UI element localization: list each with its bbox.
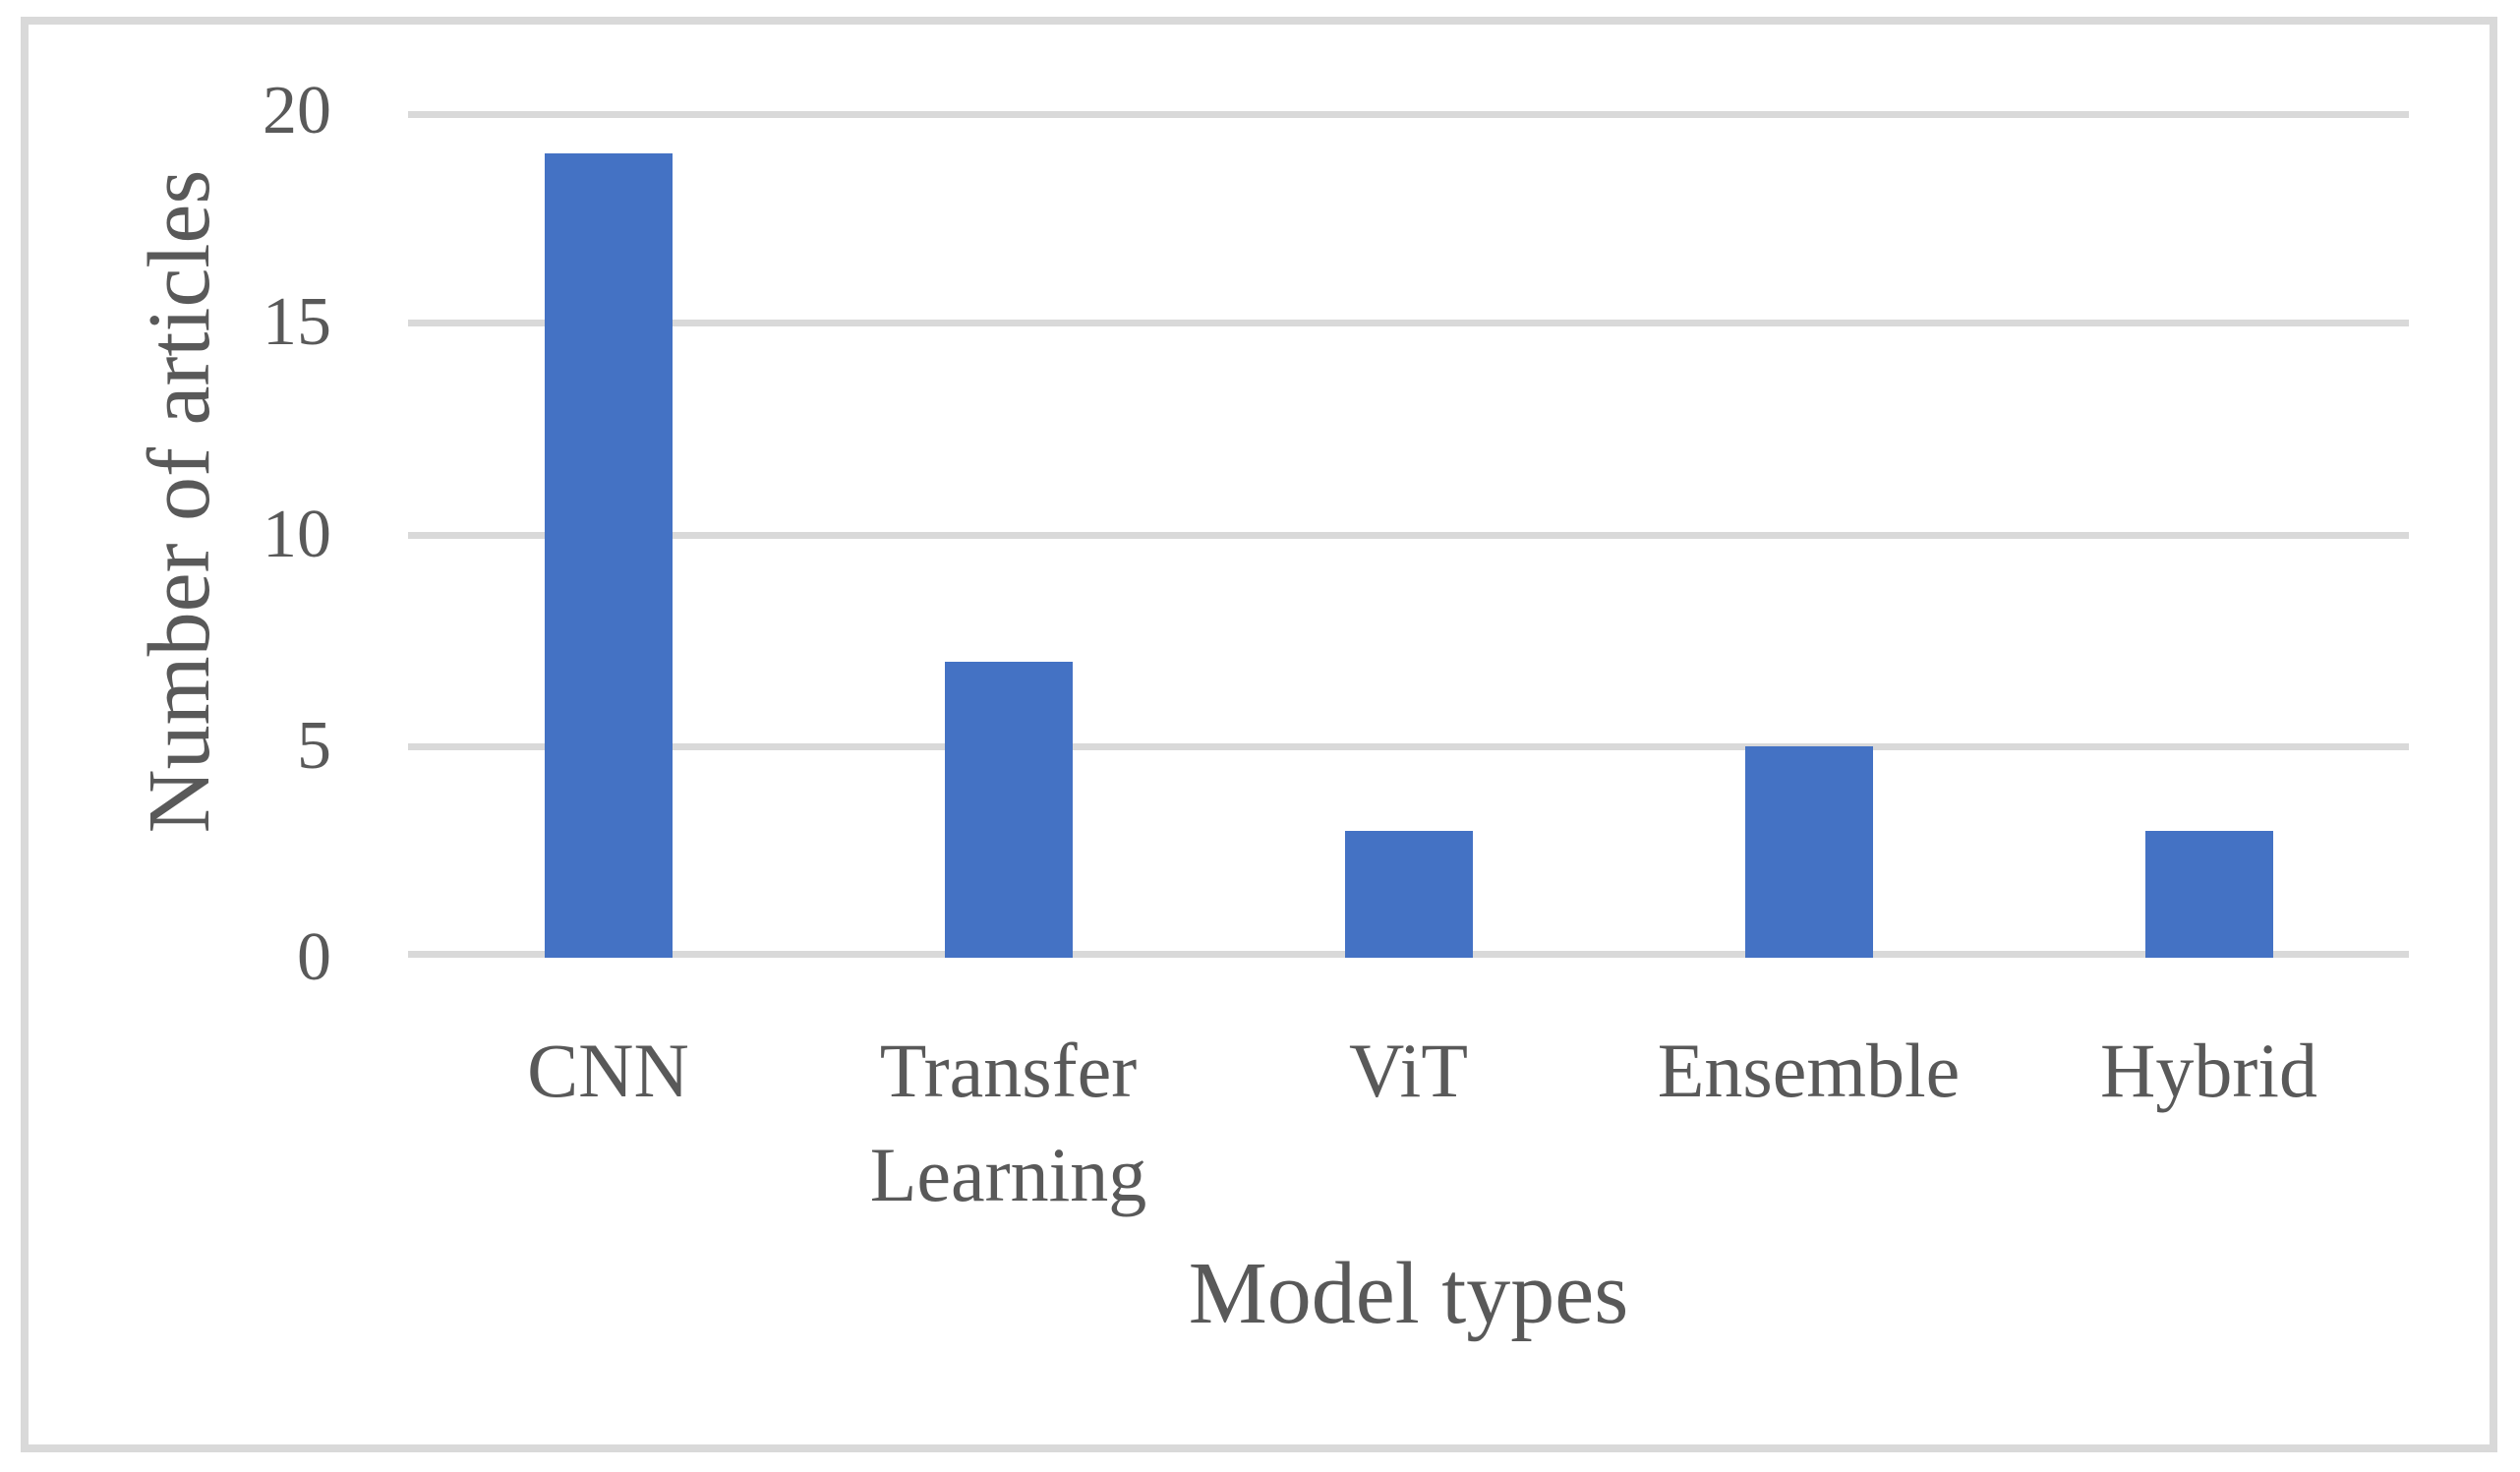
- y-tick-label-10: 10: [263, 496, 331, 572]
- bar-transfer-learning: [944, 661, 1073, 958]
- plot-area: 0 5 10 15 20 CNN Transfer Learning ViT Ensemble H…: [263, 73, 2409, 1217]
- y-tick-label-0: 0: [297, 919, 331, 995]
- bar-cnn: [544, 153, 673, 958]
- y-tick-label-5: 5: [297, 707, 331, 784]
- bar-ensemble: [1744, 745, 1873, 958]
- x-tick-label-cnn: CNN: [527, 1028, 689, 1113]
- gridline-y-20: [408, 111, 2409, 118]
- gridline-y-15: [408, 320, 2409, 327]
- gridline-y-10: [408, 531, 2409, 539]
- x-axis-title: Model types: [1188, 1245, 1629, 1342]
- y-tick-label-15: 15: [263, 284, 331, 361]
- x-tick-label-ensemble: Ensemble: [1657, 1028, 1961, 1113]
- x-tick-label-hybrid: Hybrid: [2100, 1028, 2317, 1113]
- bar-vit: [1344, 830, 1473, 958]
- x-tick-label-transfer-learning: Transfer Learning: [869, 1028, 1147, 1217]
- gridline-y-5: [408, 742, 2409, 750]
- y-tick-label-20: 20: [263, 73, 331, 148]
- bar-hybrid: [2144, 830, 2273, 958]
- x-tick-label-vit: ViT: [1349, 1028, 1468, 1113]
- figure-border: [21, 17, 2497, 1452]
